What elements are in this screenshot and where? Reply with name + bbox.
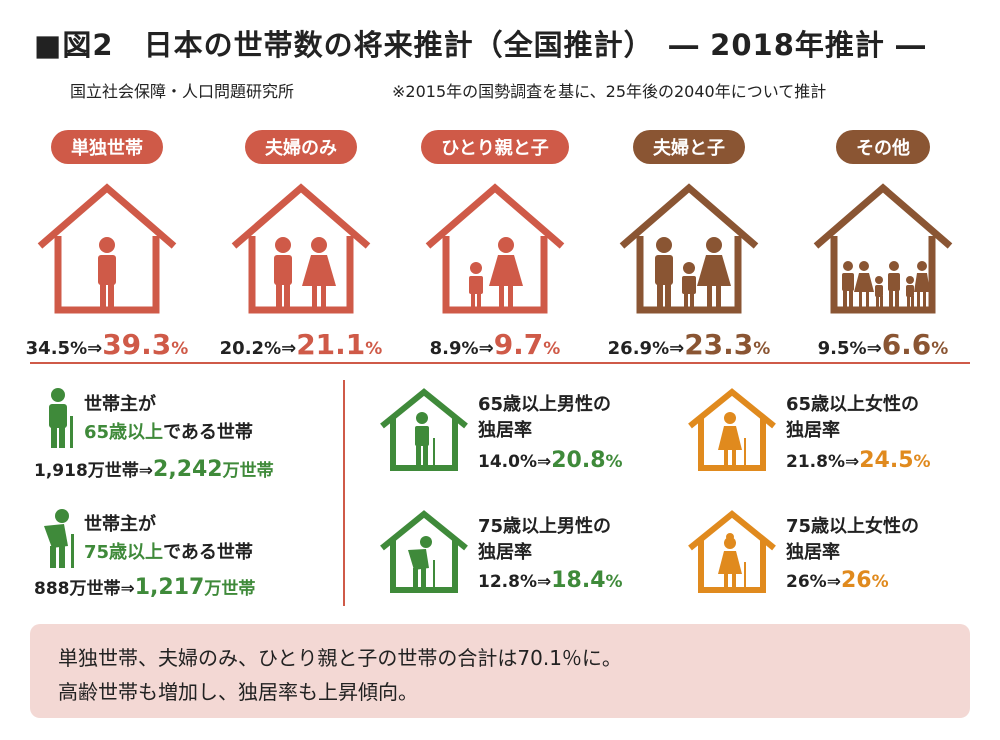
household-single-parent: ひとり親と子 8.9%⇒9.7% xyxy=(400,130,590,361)
divider-vertical xyxy=(343,380,345,606)
rate-change: 14.0%⇒20.8% xyxy=(478,448,623,473)
elderly-count: 1,918万世帯⇒2,242万世帯 xyxy=(34,457,274,482)
household-single: 単独世帯 34.5%⇒39.3% xyxy=(12,130,202,361)
divider-horizontal xyxy=(30,362,970,364)
pct-change: 26.9%⇒23.3% xyxy=(607,328,771,361)
household-couple-children: 夫婦と子 26.9%⇒23.3% xyxy=(594,130,784,361)
household-couple: 夫婦のみ 20.2%⇒21.1% xyxy=(206,130,396,361)
house-family-icon xyxy=(619,183,759,314)
household-badge: 単独世帯 xyxy=(51,130,163,164)
summary-line1: 単独世帯、夫婦のみ、ひとり親と子の世帯の合計は70.1％に。 xyxy=(58,646,622,670)
estimate-note: ※2015年の国勢調査を基に、25年後の2040年について推計 xyxy=(392,82,827,101)
household-badge: 夫婦と子 xyxy=(633,130,745,164)
household-badge: ひとり親と子 xyxy=(421,130,569,164)
elderly-man-cane-icon xyxy=(49,388,73,448)
elderly-label-line2: 75歳以上である世帯 xyxy=(84,542,253,563)
elderly-label-line1: 世帯主が xyxy=(84,514,156,535)
house-single-parent-icon xyxy=(425,183,565,314)
page-title: ■図2 日本の世帯数の将来推計（全国推計） ― 2018年推計 ― xyxy=(34,28,926,62)
rate-change: 26%⇒26% xyxy=(786,568,889,593)
elderly-bent-man-cane-icon xyxy=(44,509,74,568)
rate-change: 21.8%⇒24.5% xyxy=(786,448,931,473)
pct-change: 9.5%⇒6.6% xyxy=(817,328,949,361)
house-single-person-icon xyxy=(37,183,177,314)
elderly-count: 888万世帯⇒1,217万世帯 xyxy=(34,575,256,600)
household-other: その他 9.5%⇒6.6% xyxy=(788,130,978,361)
elderly-label-line2: 65歳以上である世帯 xyxy=(84,422,253,443)
household-badge: その他 xyxy=(836,130,930,164)
pct-change: 8.9%⇒9.7% xyxy=(429,328,561,361)
summary-box: 単独世帯、夫婦のみ、ひとり親と子の世帯の合計は70.1％に。 高齢世帯も増加し、… xyxy=(30,624,970,718)
pct-change: 34.5%⇒39.3% xyxy=(25,328,189,361)
elderly-label-line1: 世帯主が xyxy=(84,394,156,415)
household-badge: 夫婦のみ xyxy=(245,130,357,164)
house-bent-elderly-man-icon xyxy=(380,510,468,593)
summary-line2: 高齢世帯も増加し、独居率も上昇傾向。 xyxy=(58,680,418,704)
house-extended-family-icon xyxy=(813,183,953,314)
pct-change: 20.2%⇒21.1% xyxy=(219,328,383,361)
rate-change: 12.8%⇒18.4% xyxy=(478,568,623,593)
house-elderly-woman-icon xyxy=(688,388,776,471)
house-couple-icon xyxy=(231,183,371,314)
house-elderly-woman-cane-icon xyxy=(688,510,776,593)
source-label: 国立社会保障・人口問題研究所 xyxy=(70,82,295,101)
house-elderly-man-icon xyxy=(380,388,468,471)
